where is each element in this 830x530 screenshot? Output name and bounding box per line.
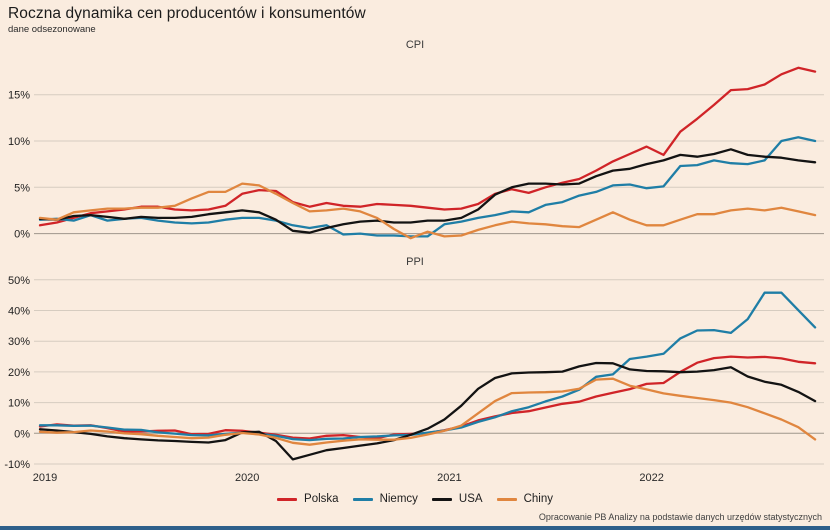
y-tick-label: 10%	[8, 398, 30, 410]
y-tick-label: 5%	[14, 182, 30, 194]
cpi-chart-label: CPI	[405, 39, 425, 51]
x-tick-label-2022: 2022	[639, 472, 664, 484]
series-line-chiny	[38, 182, 817, 240]
x-tick-label-2021: 2021	[437, 472, 462, 484]
legend-label: Niemcy	[379, 493, 418, 505]
y-tick-label: 20%	[8, 367, 30, 379]
y-tick-label: 40%	[8, 306, 30, 318]
ppi-plot: 50% 40% 30% 20% 10% 0% -10%	[4, 275, 824, 471]
legend-item-polska: Polska	[277, 493, 339, 505]
legend-swatch-icon	[496, 497, 517, 501]
chart-subtitle: dane odsezonowane	[8, 24, 96, 35]
chart-legend: Polska Niemcy USA Chiny	[0, 493, 830, 505]
cpi-plot: 15% 10% 5% 0%	[8, 66, 824, 241]
legend-swatch-icon	[352, 497, 373, 501]
x-tick-label-2019: 2019	[32, 472, 58, 484]
series-line-niemcy	[38, 291, 817, 442]
legend-item-usa: USA	[431, 493, 483, 505]
legend-item-niemcy: Niemcy	[352, 493, 418, 505]
legend-swatch-icon	[431, 497, 452, 501]
y-tick-label: 0%	[14, 229, 30, 241]
x-axis-year-labels: 2019 2020 2021 2022	[0, 472, 830, 486]
series-line-polska	[38, 66, 817, 227]
series-line-usa	[38, 361, 817, 461]
legend-label: Polska	[304, 493, 339, 505]
bottom-accent-bar	[0, 526, 830, 530]
series-line-usa	[38, 148, 817, 234]
y-tick-label: -10%	[4, 459, 30, 471]
series-line-niemcy	[38, 136, 817, 238]
legend-swatch-icon	[277, 497, 298, 501]
legend-label: USA	[458, 493, 483, 505]
y-tick-label: 30%	[8, 336, 30, 348]
y-tick-label: 50%	[8, 275, 30, 287]
series-line-chiny	[38, 377, 817, 446]
legend-item-chiny: Chiny	[496, 493, 553, 505]
x-tick-label-2020: 2020	[234, 472, 260, 484]
chart-title: Roczna dynamika cen producentów i konsum…	[8, 5, 366, 22]
legend-label: Chiny	[523, 493, 553, 505]
y-tick-label: 10%	[8, 136, 30, 148]
y-tick-label: 0%	[14, 428, 30, 440]
source-attribution: Opracowanie PB Analizy na podstawie dany…	[538, 512, 822, 522]
y-tick-label: 15%	[8, 90, 30, 102]
ppi-chart-label: PPI	[406, 256, 424, 268]
